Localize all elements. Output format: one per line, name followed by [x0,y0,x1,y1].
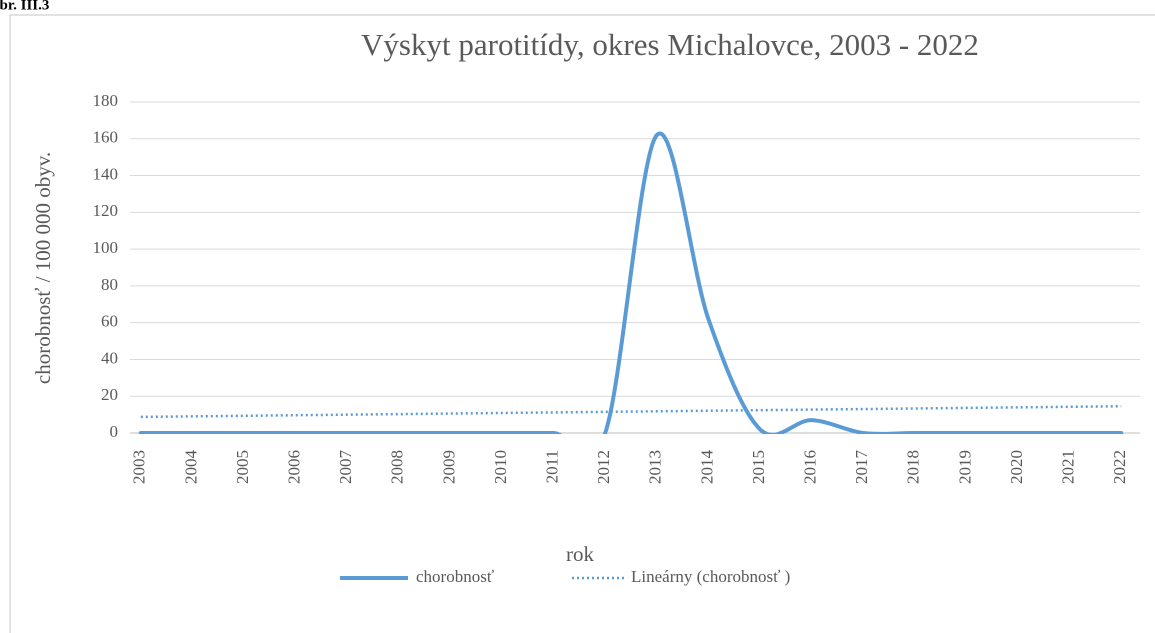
x-tick-label: 2021 [1059,450,1078,484]
x-tick-label: 2020 [1007,450,1026,484]
y-tick-label: 100 [93,238,119,257]
y-tick-label: 60 [101,312,118,331]
y-tick-label: 160 [93,128,119,147]
y-tick-label: 80 [101,275,118,294]
y-tick-label: 120 [93,201,119,220]
plot-area [138,131,1124,434]
y-tick-label: 140 [93,164,119,183]
chart-title: Výskyt parotitídy, okres Michalovce, 200… [361,27,979,62]
x-tick-label: 2017 [852,450,871,485]
x-tick-label: 2011 [543,450,562,483]
x-tick-label: 2019 [955,450,974,484]
x-tick-label: 2016 [801,450,820,484]
x-tick-label: 2018 [904,450,923,484]
data-line [138,131,1124,434]
caption: obr. III.3 [0,0,49,13]
trendline [140,404,1122,419]
y-tick-label: 0 [110,422,119,441]
x-tick-label: 2014 [697,450,716,485]
y-tick-label: 40 [101,348,118,367]
x-tick-label: 2010 [491,450,510,484]
chart-border [9,14,1155,633]
x-tick-label: 2015 [749,450,768,484]
x-tick-label: 2013 [646,450,665,484]
x-tick-label: 2007 [336,450,355,485]
y-axis-label: chorobnosť / 100 000 obyv. [31,152,55,384]
legend-label: chorobnosť [416,567,494,586]
y-tick-label: 180 [93,91,119,110]
x-tick-label: 2022 [1110,450,1129,484]
legend-label: Lineárny (chorobnosť ) [631,567,790,586]
x-tick-label: 2004 [181,450,200,485]
x-tick-label: 2008 [388,450,407,484]
x-tick-label: 2003 [130,450,149,484]
x-axis-label: rok [566,542,594,566]
x-tick-label: 2006 [285,450,304,484]
x-tick-label: 2009 [439,450,458,484]
y-tick-label: 20 [101,385,118,404]
x-tick-label: 2012 [594,450,613,484]
x-tick-label: 2005 [233,450,252,484]
